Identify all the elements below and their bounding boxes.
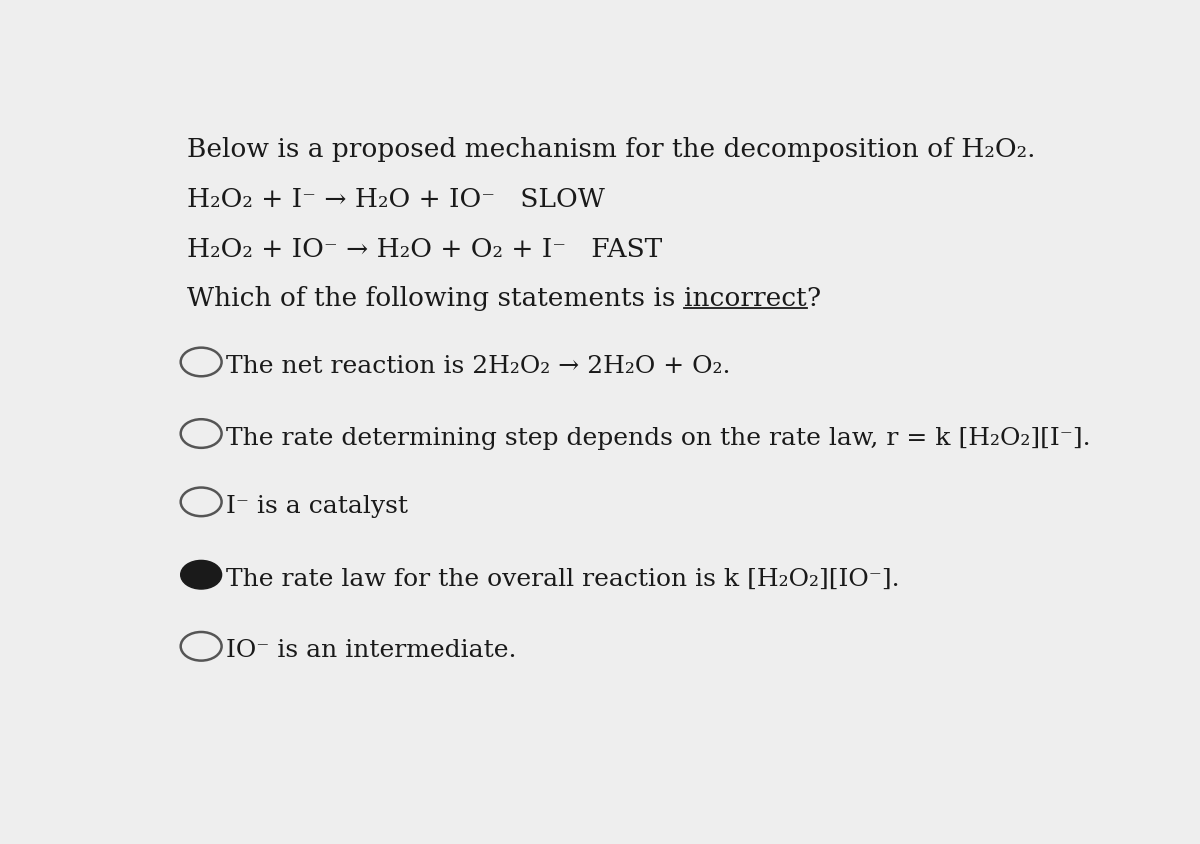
Text: The rate law for the overall reaction is k [H₂O₂][IO⁻].: The rate law for the overall reaction is… [227, 567, 900, 590]
Text: IO⁻ is an intermediate.: IO⁻ is an intermediate. [227, 639, 517, 662]
Text: incorrect: incorrect [684, 286, 806, 311]
Text: ?: ? [806, 286, 821, 311]
Text: The rate determining step depends on the rate law, r = k [H₂O₂][I⁻].: The rate determining step depends on the… [227, 426, 1091, 449]
Text: The net reaction is 2H₂O₂ → 2H₂O + O₂.: The net reaction is 2H₂O₂ → 2H₂O + O₂. [227, 354, 731, 378]
Text: H₂O₂ + I⁻ → H₂O + IO⁻   SLOW: H₂O₂ + I⁻ → H₂O + IO⁻ SLOW [187, 187, 605, 212]
Text: Which of the following statements is: Which of the following statements is [187, 286, 684, 311]
Circle shape [181, 560, 222, 589]
Text: I⁻ is a catalyst: I⁻ is a catalyst [227, 495, 408, 517]
Text: H₂O₂ + IO⁻ → H₂O + O₂ + I⁻   FAST: H₂O₂ + IO⁻ → H₂O + O₂ + I⁻ FAST [187, 236, 662, 262]
Text: Below is a proposed mechanism for the decomposition of H₂O₂.: Below is a proposed mechanism for the de… [187, 137, 1036, 162]
